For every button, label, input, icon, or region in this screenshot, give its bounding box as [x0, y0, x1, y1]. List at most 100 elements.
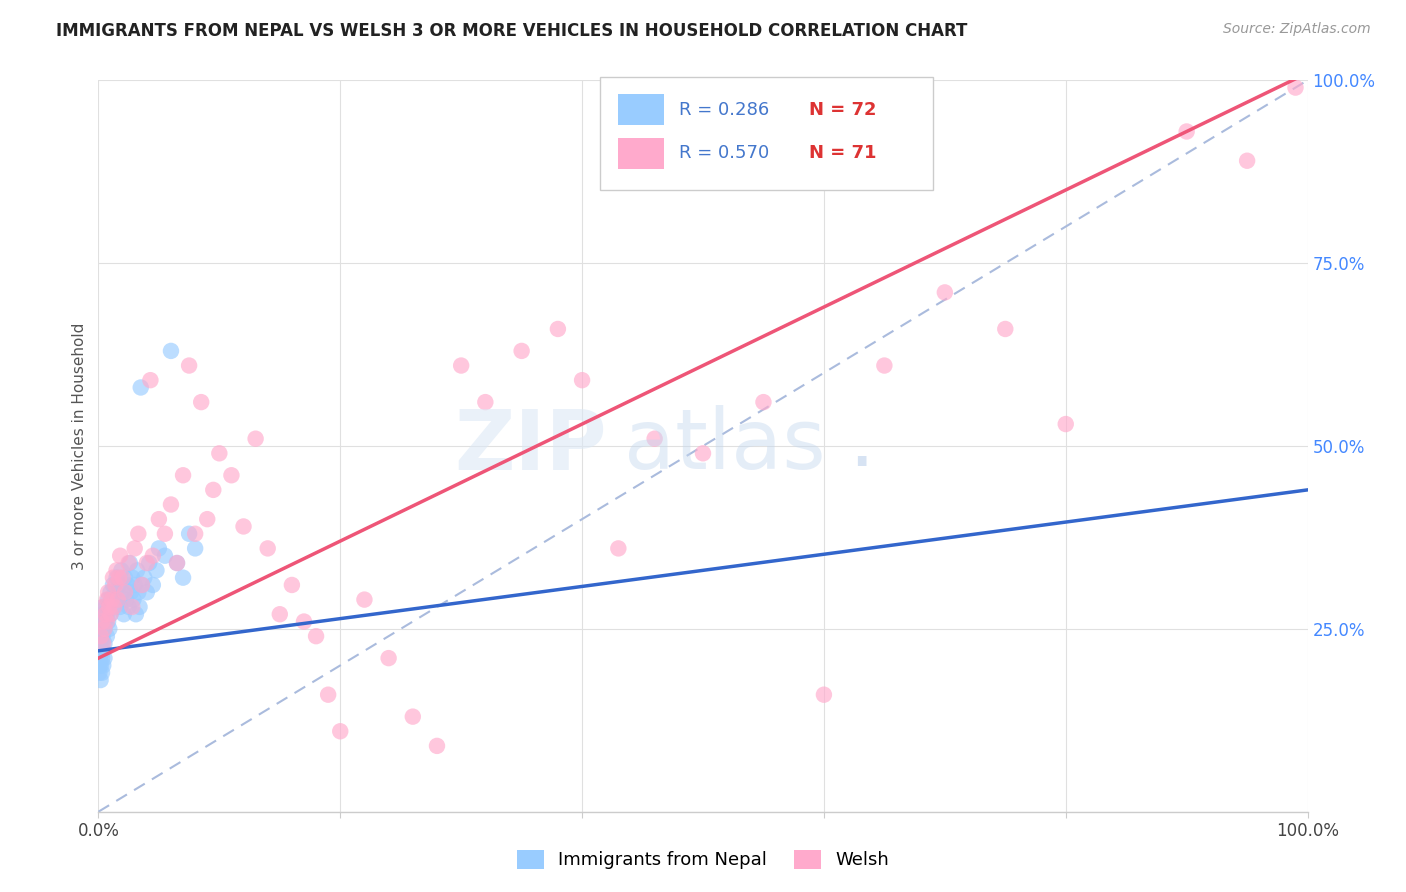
Point — [127, 563, 149, 577]
Point — [90, 629, 112, 643]
Point — [256, 541, 278, 556]
Point — [124, 541, 146, 556]
Point — [145, 563, 167, 577]
Text: R = 0.570: R = 0.570 — [679, 145, 769, 162]
Point — [117, 578, 139, 592]
Point — [90, 673, 112, 687]
Point — [103, 599, 125, 614]
Point — [100, 607, 122, 622]
Point — [139, 373, 162, 387]
Point — [89, 658, 111, 673]
Point — [98, 599, 121, 614]
Point — [202, 483, 225, 497]
Point — [269, 607, 291, 622]
Point — [305, 629, 328, 643]
Text: R = 0.286: R = 0.286 — [679, 101, 769, 119]
Point — [105, 571, 128, 585]
Point — [93, 607, 115, 622]
Point — [142, 549, 165, 563]
Point — [377, 651, 399, 665]
Point — [91, 599, 114, 614]
Point — [118, 599, 141, 614]
Point — [94, 615, 117, 629]
Point — [124, 578, 146, 592]
Text: ZIP: ZIP — [454, 406, 606, 486]
Point — [195, 512, 218, 526]
Point — [166, 556, 188, 570]
Point — [138, 556, 160, 570]
Point — [90, 615, 112, 629]
Point — [108, 571, 131, 585]
Point — [93, 636, 115, 650]
Point — [118, 556, 141, 570]
Point — [166, 556, 188, 570]
Point — [110, 563, 132, 577]
Point — [607, 541, 630, 556]
Point — [91, 651, 114, 665]
Text: .: . — [848, 401, 875, 483]
Point — [813, 688, 835, 702]
Point — [96, 629, 118, 643]
Legend: Immigrants from Nepal, Welsh: Immigrants from Nepal, Welsh — [508, 841, 898, 879]
Point — [120, 585, 142, 599]
Point — [179, 359, 201, 373]
Point — [100, 585, 122, 599]
Point — [94, 599, 117, 614]
Point — [184, 526, 207, 541]
Text: IMMIGRANTS FROM NEPAL VS WELSH 3 OR MORE VEHICLES IN HOUSEHOLD CORRELATION CHART: IMMIGRANTS FROM NEPAL VS WELSH 3 OR MORE… — [56, 22, 967, 40]
Point — [208, 446, 231, 460]
Point — [112, 607, 135, 622]
Point — [93, 622, 115, 636]
Bar — [619, 95, 664, 125]
Point — [1284, 80, 1306, 95]
Point — [94, 607, 117, 622]
Point — [142, 578, 165, 592]
Point — [426, 739, 449, 753]
Point — [122, 592, 145, 607]
Point — [160, 343, 183, 358]
Point — [160, 498, 183, 512]
Point — [121, 599, 143, 614]
Point — [450, 359, 472, 373]
Point — [692, 446, 714, 460]
Point — [281, 578, 304, 592]
Point — [474, 395, 496, 409]
Y-axis label: 3 or more Vehicles in Household: 3 or more Vehicles in Household — [72, 322, 87, 570]
Point — [510, 343, 533, 358]
Point — [135, 585, 157, 599]
Point — [89, 651, 111, 665]
Point — [994, 322, 1017, 336]
Text: N = 72: N = 72 — [810, 101, 877, 119]
Point — [644, 432, 666, 446]
Point — [329, 724, 352, 739]
Bar — [619, 138, 664, 169]
FancyBboxPatch shape — [600, 77, 932, 190]
Point — [1175, 124, 1198, 138]
Point — [128, 599, 150, 614]
Point — [153, 526, 176, 541]
Point — [91, 615, 114, 629]
Point — [107, 592, 129, 607]
Point — [172, 571, 194, 585]
Point — [100, 592, 122, 607]
Point — [131, 578, 153, 592]
Point — [91, 629, 114, 643]
Point — [127, 526, 149, 541]
Point — [96, 592, 118, 607]
Point — [547, 322, 569, 336]
Point — [292, 615, 315, 629]
Point — [107, 592, 129, 607]
Point — [1054, 417, 1077, 431]
Point — [97, 585, 120, 599]
Point — [91, 615, 114, 629]
Point — [97, 592, 120, 607]
Point — [98, 599, 121, 614]
Point — [91, 599, 114, 614]
Point — [108, 549, 131, 563]
Text: Source: ZipAtlas.com: Source: ZipAtlas.com — [1223, 22, 1371, 37]
Point — [118, 556, 141, 570]
Point — [104, 585, 127, 599]
Point — [89, 665, 111, 680]
Point — [873, 359, 896, 373]
Text: N = 71: N = 71 — [810, 145, 877, 162]
